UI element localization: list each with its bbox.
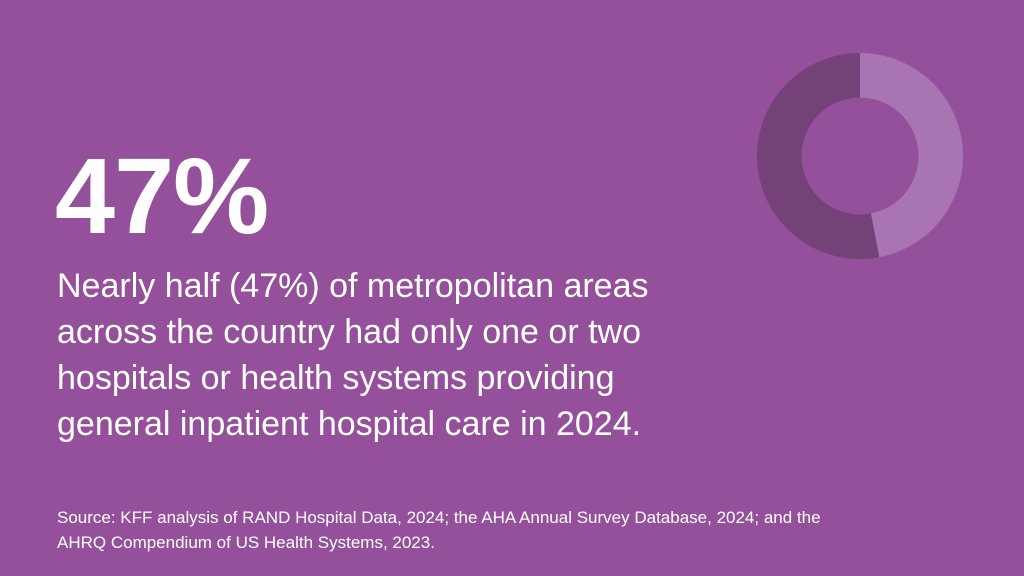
donut-hole [801, 97, 919, 215]
description-line: hospitals or health systems providing [57, 359, 615, 397]
source-line: Source: KFF analysis of RAND Hospital Da… [57, 508, 821, 527]
description-line: Nearly half (47%) of metropolitan areas [57, 267, 649, 305]
description-line: general inpatient hospital care in 2024. [57, 405, 642, 443]
description-line: across the country had only one or two [57, 313, 641, 351]
source-note: Source: KFF analysis of RAND Hospital Da… [57, 505, 821, 555]
headline-stat: 47% [55, 135, 269, 256]
donut-chart [757, 53, 963, 259]
source-line: AHRQ Compendium of US Health Systems, 20… [57, 533, 435, 552]
description: Nearly half (47%) of metropolitan areas … [57, 263, 649, 447]
